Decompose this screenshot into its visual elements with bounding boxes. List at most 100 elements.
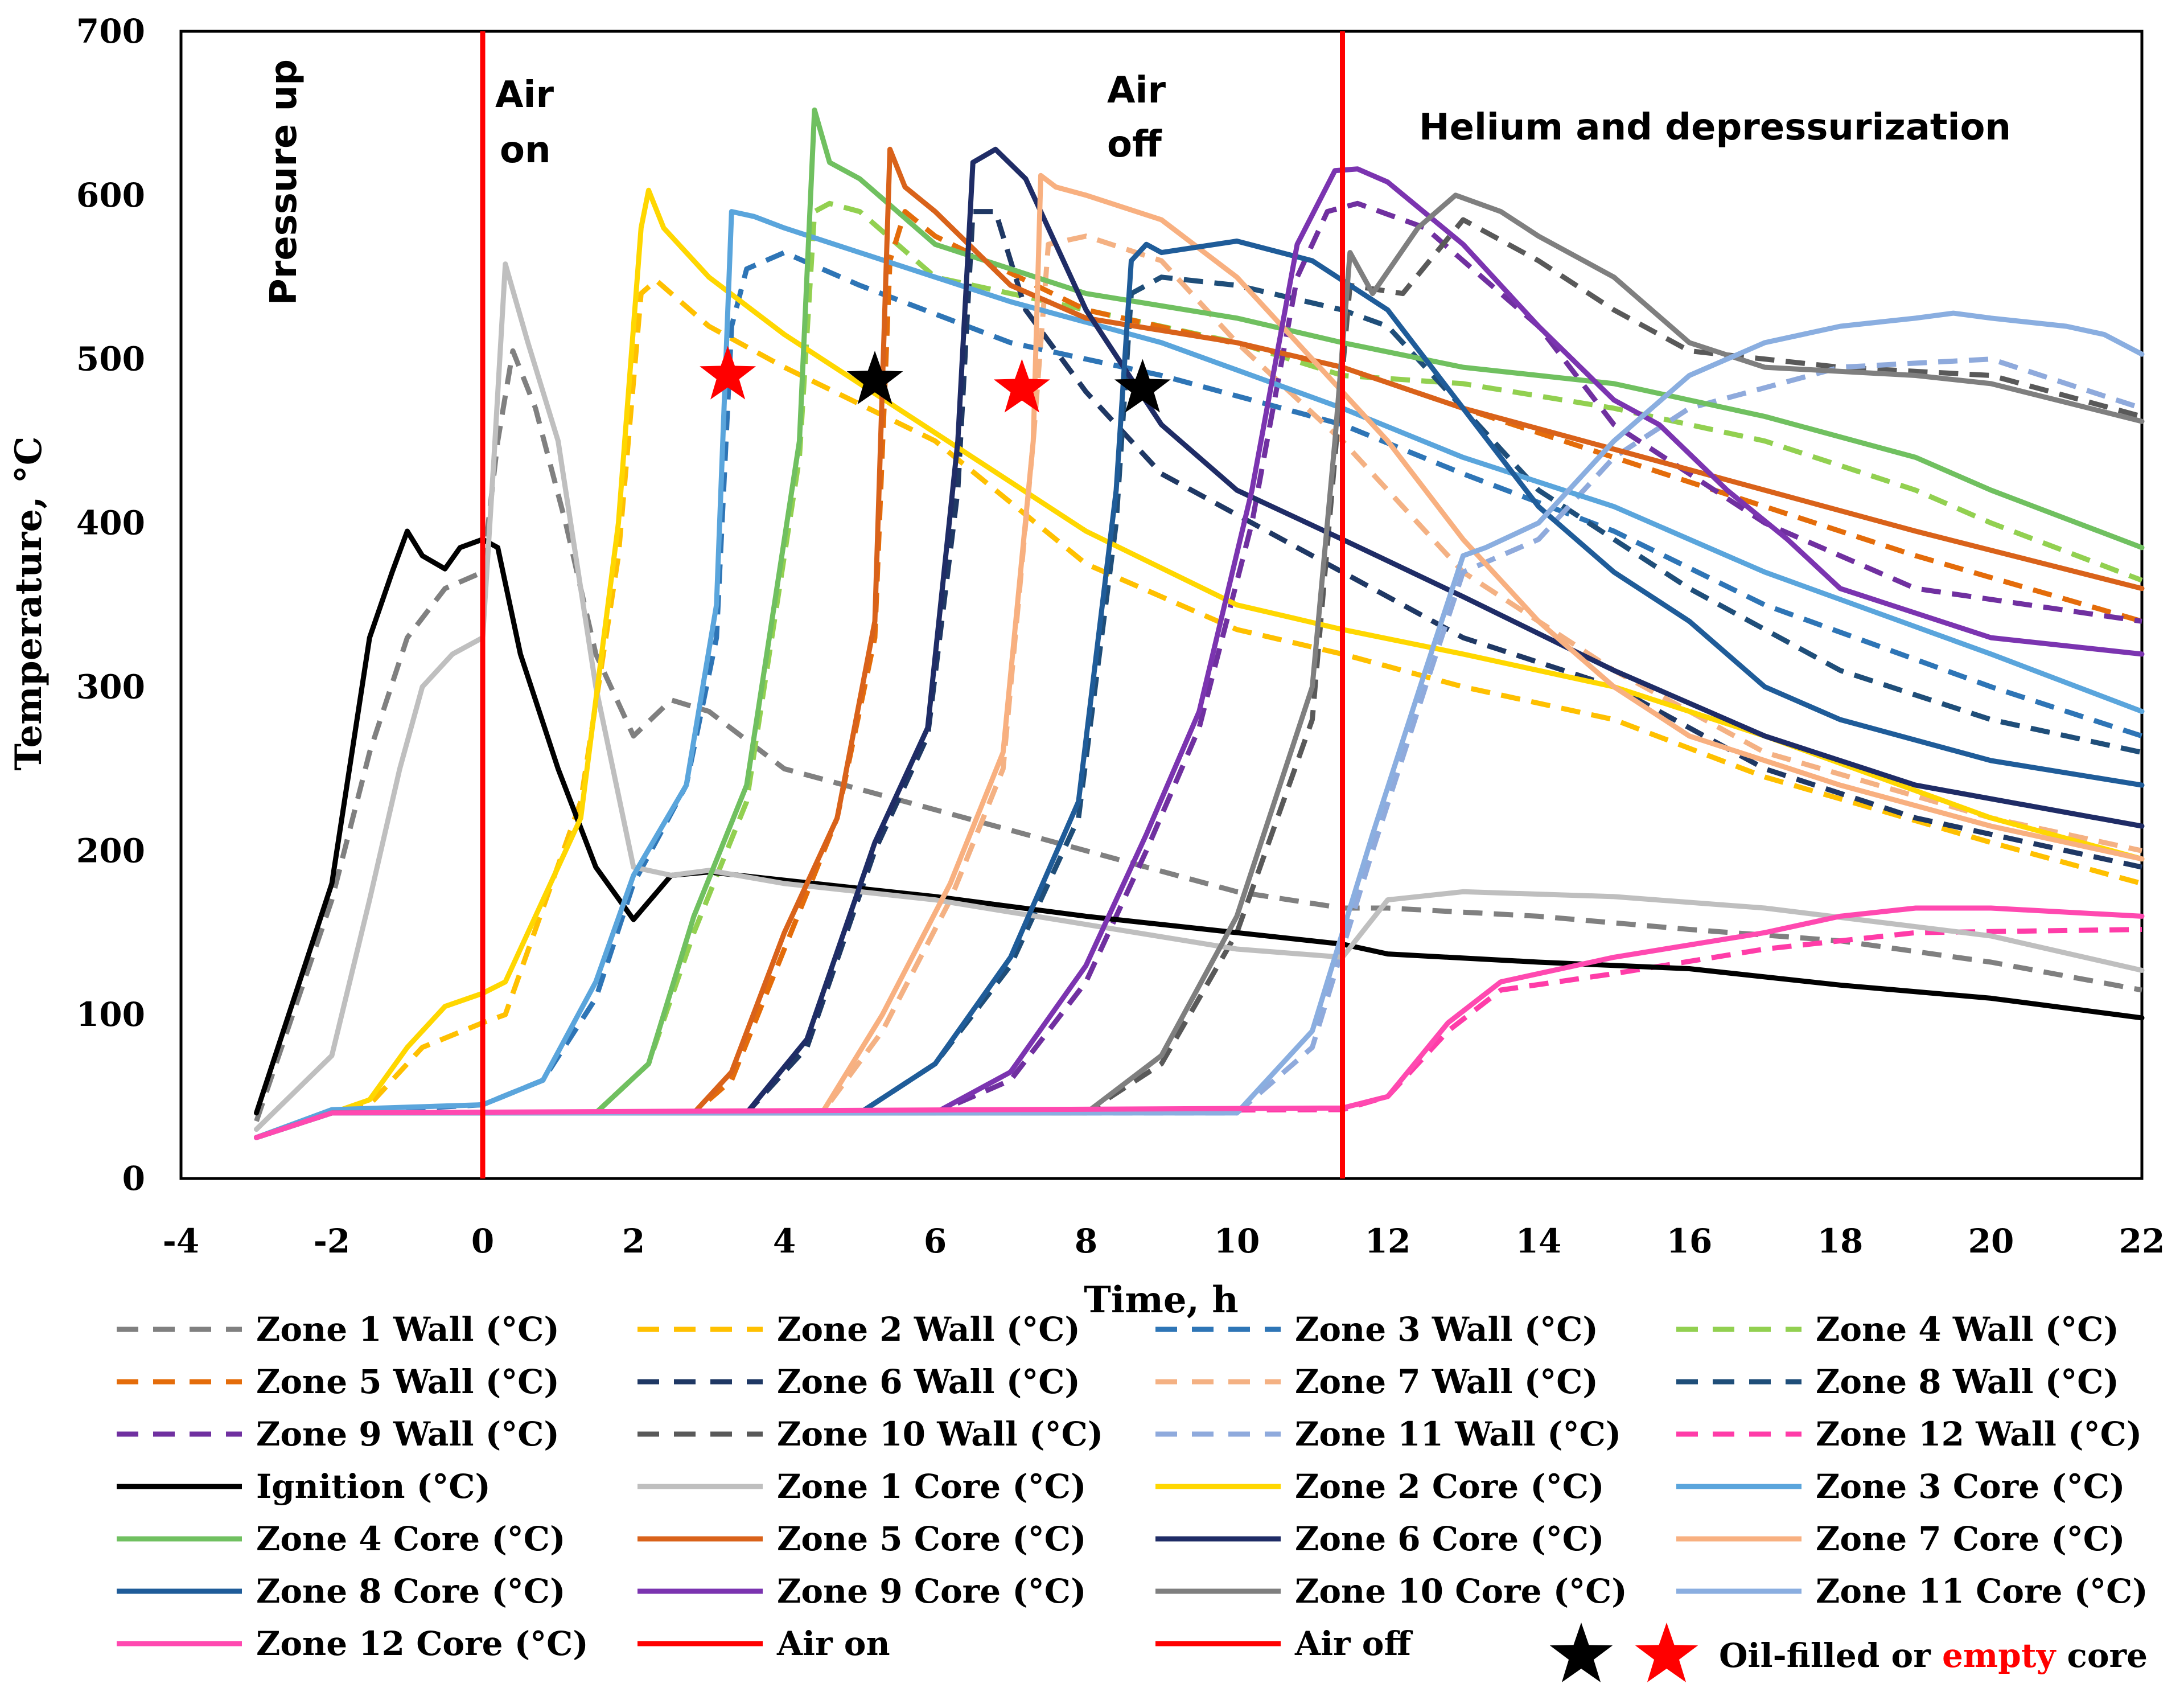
legend-entry-zone-6-core: Zone 6 Core (°C) bbox=[1155, 1520, 1604, 1558]
legend-label: Air on bbox=[776, 1624, 890, 1663]
legend-label: Zone 9 Core (°C) bbox=[777, 1572, 1086, 1611]
star-marker-4 bbox=[1114, 359, 1171, 413]
series-line-zone-11-wall bbox=[256, 356, 2143, 1140]
legend-label: Zone 5 Core (°C) bbox=[777, 1520, 1086, 1558]
legend-label: Zone 8 Core (°C) bbox=[256, 1572, 565, 1611]
annotation-air-on-line2: on bbox=[500, 129, 551, 171]
series-line-zone-4-core bbox=[254, 107, 2145, 1140]
legend-label: Zone 11 Core (°C) bbox=[1816, 1572, 2148, 1611]
x-tick-label: -2 bbox=[314, 1222, 350, 1260]
series-line-zone-2-core bbox=[254, 187, 2145, 1140]
legend-label: Zone 6 Core (°C) bbox=[1295, 1520, 1604, 1558]
legend-entry-zone-3-core: Zone 3 Core (°C) bbox=[1676, 1467, 2125, 1506]
series-line-zone-1-wall bbox=[254, 348, 2142, 1122]
legend-label: Zone 5 Wall (°C) bbox=[256, 1362, 560, 1401]
legend-entry-zone-7-core: Zone 7 Core (°C) bbox=[1676, 1520, 2125, 1558]
series-line-zone-12-core bbox=[254, 905, 2145, 1140]
legend-label: Zone 4 Core (°C) bbox=[256, 1520, 565, 1558]
x-tick-label: 18 bbox=[1817, 1222, 1864, 1260]
legend-entry-zone-1-core: Zone 1 Core (°C) bbox=[637, 1467, 1086, 1506]
legend-entry-zone-2-wall: Zone 2 Wall (°C) bbox=[637, 1310, 1080, 1349]
x-tick-label: 0 bbox=[471, 1222, 494, 1260]
y-tick-label: 400 bbox=[76, 504, 145, 543]
y-tick-label: 700 bbox=[76, 12, 145, 51]
x-tick-label: 6 bbox=[924, 1222, 947, 1260]
legend-star-note: Oil-filled or empty core bbox=[1549, 1623, 2148, 1682]
legend-entry-zone-11-wall: Zone 11 Wall (°C) bbox=[1155, 1415, 1621, 1453]
legend-label: Zone 10 Core (°C) bbox=[1295, 1572, 1627, 1611]
legend-label: Zone 12 Core (°C) bbox=[256, 1624, 589, 1663]
legend-star-red-icon bbox=[1635, 1623, 1698, 1682]
series-line-zone-6-core bbox=[254, 146, 2145, 1140]
series-line-zone-7-wall bbox=[256, 233, 2142, 1140]
series-line-zone-7-core bbox=[254, 173, 2145, 1140]
legend-label: Zone 1 Wall (°C) bbox=[256, 1310, 560, 1349]
legend-entry-zone-1-wall: Zone 1 Wall (°C) bbox=[117, 1310, 560, 1349]
series-line-zone-11-core bbox=[254, 310, 2145, 1140]
star-marker-3 bbox=[993, 359, 1050, 413]
legend: Zone 1 Wall (°C) Zone 2 Wall (°C) Zone 3 W… bbox=[117, 1310, 2148, 1663]
series-line-zone-5-core bbox=[254, 146, 2145, 1140]
annotation-air-off-line1: Air bbox=[1107, 69, 1166, 112]
y-tick-label: 0 bbox=[122, 1159, 145, 1198]
x-tick-label: 10 bbox=[1214, 1222, 1260, 1260]
y-tick-label: 300 bbox=[76, 667, 145, 706]
legend-entry-zone-3-wall: Zone 3 Wall (°C) bbox=[1155, 1310, 1598, 1349]
legend-label: Zone 7 Wall (°C) bbox=[1295, 1362, 1598, 1401]
legend-label: Zone 11 Wall (°C) bbox=[1295, 1415, 1621, 1453]
star-marker-2 bbox=[846, 351, 903, 405]
y-tick-label: 500 bbox=[76, 340, 145, 379]
x-tick-label: 4 bbox=[773, 1222, 796, 1260]
legend-entry-zone-8-core: Zone 8 Core (°C) bbox=[117, 1572, 565, 1611]
x-tick-label: 2 bbox=[622, 1222, 645, 1260]
x-tick-label: 12 bbox=[1365, 1222, 1411, 1260]
legend-star-note-highlight: empty bbox=[1942, 1636, 2057, 1675]
x-tick-label: 20 bbox=[1968, 1222, 2014, 1260]
y-axis-title: Temperature, °C bbox=[7, 436, 50, 770]
legend-entry-zone-8-wall: Zone 8 Wall (°C) bbox=[1676, 1362, 2119, 1401]
legend-label: Zone 3 Core (°C) bbox=[1816, 1467, 2125, 1506]
legend-entry-zone-5-wall: Zone 5 Wall (°C) bbox=[117, 1362, 560, 1401]
legend-entry-zone-11-core: Zone 11 Core (°C) bbox=[1676, 1572, 2148, 1611]
plot-frame bbox=[179, 30, 2144, 1180]
legend-entry-air-off: Air off bbox=[1155, 1624, 1413, 1663]
legend-label: Air off bbox=[1294, 1624, 1413, 1663]
legend-label: Zone 2 Core (°C) bbox=[1295, 1467, 1604, 1506]
legend-label: Ignition (°C) bbox=[256, 1467, 491, 1506]
series-line-zone-1-core bbox=[254, 261, 2145, 1132]
series-line-zone-9-wall bbox=[256, 200, 2142, 1140]
x-axis-title: Time, h bbox=[1084, 1279, 1238, 1321]
legend-entry-zone-12-wall: Zone 12 Wall (°C) bbox=[1676, 1415, 2142, 1453]
legend-label: Zone 1 Core (°C) bbox=[777, 1467, 1086, 1506]
star-layer bbox=[700, 346, 1171, 413]
legend-label: Zone 12 Wall (°C) bbox=[1816, 1415, 2142, 1453]
legend-star-note-suffix: core bbox=[2055, 1636, 2148, 1675]
legend-entry-zone-9-wall: Zone 9 Wall (°C) bbox=[117, 1415, 560, 1453]
y-tick-label: 100 bbox=[76, 995, 145, 1034]
legend-entry-zone-7-wall: Zone 7 Wall (°C) bbox=[1155, 1362, 1598, 1401]
legend-entry-zone-4-core: Zone 4 Core (°C) bbox=[117, 1520, 565, 1558]
legend-entry-air-on: Air on bbox=[637, 1624, 890, 1663]
annotation-pressure-up: Pressure up bbox=[263, 59, 305, 305]
series-line-ignition bbox=[254, 528, 2145, 1116]
legend-label: Zone 7 Core (°C) bbox=[1816, 1520, 2125, 1558]
series-line-zone-3-core bbox=[254, 209, 2145, 1140]
x-tick-labels: -4 -2 0 2 4 6 8 10 12 14 16 18 20 22 bbox=[163, 1222, 2165, 1260]
legend-entry-zone-6-wall: Zone 6 Wall (°C) bbox=[637, 1362, 1080, 1401]
legend-entry-zone-5-core: Zone 5 Core (°C) bbox=[637, 1520, 1086, 1558]
series-line-zone-2-wall bbox=[256, 278, 2143, 1140]
legend-entry-zone-4-wall: Zone 4 Wall (°C) bbox=[1676, 1310, 2119, 1349]
legend-label: Zone 10 Wall (°C) bbox=[777, 1415, 1103, 1453]
legend-label: Zone 3 Wall (°C) bbox=[1295, 1310, 1598, 1349]
series-line-zone-5-wall bbox=[256, 209, 2143, 1140]
legend-star-note-prefix: Oil-filled or bbox=[1719, 1636, 1942, 1675]
series-line-zone-9-core bbox=[254, 166, 2145, 1140]
annotation-helium: Helium and depressurization bbox=[1419, 106, 2011, 149]
annotation-air-on-line1: Air bbox=[495, 74, 554, 116]
legend-label: Zone 4 Wall (°C) bbox=[1816, 1310, 2119, 1349]
legend-entry-zone-10-core: Zone 10 Core (°C) bbox=[1155, 1572, 1627, 1611]
legend-entry-ignition: Ignition (°C) bbox=[117, 1467, 491, 1506]
x-tick-label: 14 bbox=[1516, 1222, 1562, 1260]
y-tick-label: 600 bbox=[76, 176, 145, 215]
